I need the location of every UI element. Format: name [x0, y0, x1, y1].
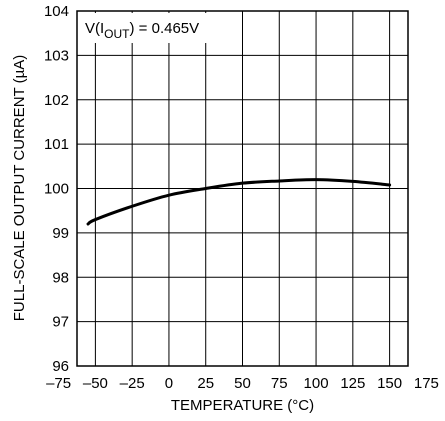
- series-layer: [86, 178, 392, 226]
- series-line: [86, 178, 392, 226]
- x-tick-label: 25: [197, 375, 214, 392]
- x-tick-label: –75: [46, 375, 71, 392]
- x-tick-label: –50: [83, 375, 108, 392]
- y-tick-label: 97: [52, 314, 69, 331]
- x-tick-label: 50: [234, 375, 251, 392]
- y-tick-label: 101: [44, 136, 69, 153]
- y-axis-label: FULL-SCALE OUTPUT CURRENT (µA): [11, 55, 28, 321]
- x-axis-label: TEMPERATURE (°C): [171, 397, 314, 414]
- x-tick-label: –25: [120, 375, 145, 392]
- annotation-prefix: V(I: [85, 20, 104, 37]
- x-tick-label: 125: [340, 375, 365, 392]
- annotation-subscript: OUT: [104, 27, 130, 41]
- y-tick-label: 99: [52, 225, 69, 242]
- y-tick-label: 96: [52, 358, 69, 375]
- y-tick-label: 104: [44, 3, 69, 20]
- y-tick-label: 102: [44, 92, 69, 109]
- y-tick-label: 98: [52, 269, 69, 286]
- x-tick-label: 100: [304, 375, 329, 392]
- y-axis-ticks: 96 97 98 99 100 101 102 103 104: [44, 3, 69, 375]
- annotation-label: V(IOUT) = 0.465V: [85, 20, 199, 41]
- x-tick-label: 150: [377, 375, 402, 392]
- x-axis-ticks: –75 –50 –25 0 25 50 75 100 125 150 175: [46, 375, 439, 392]
- y-tick-label: 103: [44, 47, 69, 64]
- y-tick-label: 100: [44, 181, 69, 198]
- x-tick-label: 175: [414, 375, 439, 392]
- plot-frame: [76, 10, 409, 367]
- grid: [77, 11, 408, 366]
- annotation-suffix: ) = 0.465V: [130, 20, 200, 37]
- annotation-background: [79, 13, 239, 43]
- x-tick-label: 75: [271, 375, 288, 392]
- x-tick-label: 0: [165, 375, 173, 392]
